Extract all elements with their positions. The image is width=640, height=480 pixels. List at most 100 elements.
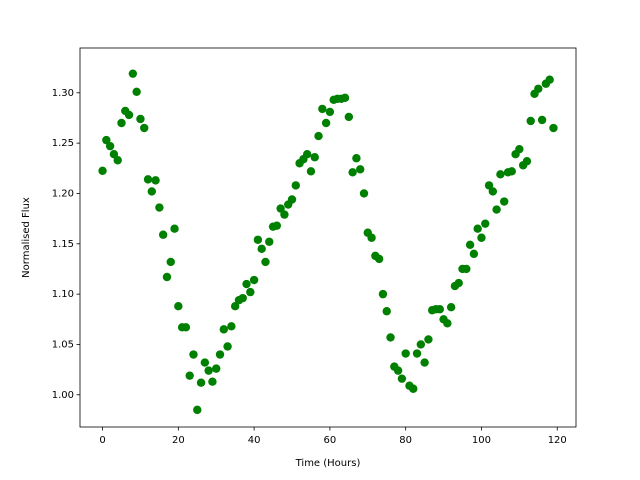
point — [446, 303, 456, 312]
point — [223, 342, 232, 351]
point — [242, 279, 251, 289]
y-tick-label: 1.00 — [52, 390, 74, 401]
point — [185, 371, 194, 380]
point — [166, 257, 175, 267]
point — [158, 230, 168, 239]
point — [230, 302, 240, 311]
point — [499, 197, 509, 206]
point — [212, 364, 221, 373]
point — [537, 115, 547, 125]
point — [314, 131, 323, 141]
point — [310, 153, 319, 162]
point — [302, 150, 312, 159]
x-tick-label: 60 — [324, 435, 337, 446]
point — [469, 249, 479, 259]
point — [162, 272, 172, 282]
point — [325, 107, 335, 117]
point — [465, 240, 475, 249]
point — [340, 93, 350, 103]
point — [435, 305, 444, 314]
point — [481, 219, 490, 228]
point — [473, 224, 482, 233]
point — [549, 123, 558, 133]
x-tick-label: 0 — [99, 435, 105, 446]
y-tick-label: 1.10 — [52, 289, 74, 300]
point — [219, 325, 228, 334]
point — [507, 167, 516, 176]
point — [246, 287, 255, 297]
point — [488, 187, 498, 196]
point — [272, 221, 282, 230]
x-tick-label: 100 — [472, 435, 491, 446]
x-tick-label: 20 — [172, 435, 185, 446]
point — [420, 358, 429, 367]
point — [492, 205, 501, 214]
y-tick-label: 1.30 — [52, 88, 74, 99]
point — [124, 110, 134, 120]
point — [534, 84, 543, 93]
y-tick-label: 1.15 — [52, 239, 74, 250]
point — [356, 165, 365, 174]
point — [291, 181, 300, 190]
point — [318, 104, 327, 114]
point — [257, 244, 266, 254]
point — [386, 333, 395, 342]
point — [496, 170, 505, 179]
point — [143, 175, 153, 184]
point — [147, 187, 157, 196]
point — [344, 112, 354, 122]
y-axis-label: Normalised Flux — [21, 197, 32, 278]
point — [321, 118, 331, 128]
point — [98, 166, 107, 176]
point — [348, 168, 357, 177]
point — [382, 307, 391, 316]
point — [189, 350, 198, 359]
point — [412, 349, 422, 358]
point — [367, 233, 376, 242]
point — [276, 204, 285, 213]
point — [155, 203, 164, 212]
point — [238, 293, 247, 303]
x-tick-label: 40 — [248, 435, 261, 446]
point — [409, 384, 418, 393]
point — [128, 69, 138, 78]
point — [352, 154, 361, 163]
y-tick-label: 1.05 — [52, 339, 74, 350]
point — [132, 87, 141, 96]
point — [522, 157, 532, 166]
point — [265, 237, 274, 246]
point — [174, 302, 183, 311]
point — [393, 366, 403, 375]
point — [249, 275, 259, 285]
point — [484, 181, 494, 190]
point — [181, 323, 191, 332]
point — [443, 319, 452, 328]
point — [215, 350, 225, 359]
point — [109, 150, 119, 159]
point — [515, 144, 524, 154]
x-tick-label: 80 — [399, 435, 412, 446]
point — [102, 135, 111, 145]
x-tick-label: 120 — [548, 435, 567, 446]
point — [477, 233, 486, 242]
y-tick-label: 1.25 — [52, 138, 74, 149]
x-axis-label: Time (Hours) — [295, 458, 361, 469]
point — [261, 257, 270, 267]
point — [280, 210, 289, 219]
point — [454, 278, 463, 288]
point — [204, 366, 213, 375]
point — [105, 141, 115, 151]
point — [306, 167, 316, 176]
plot-frame — [79, 47, 577, 428]
point — [151, 176, 160, 185]
point — [140, 123, 149, 133]
point — [374, 254, 384, 264]
point — [227, 322, 236, 331]
point — [526, 116, 535, 126]
point — [253, 235, 263, 244]
y-tick-label: 1.20 — [52, 188, 74, 199]
point — [401, 349, 410, 358]
point — [113, 156, 122, 165]
point — [359, 189, 369, 198]
